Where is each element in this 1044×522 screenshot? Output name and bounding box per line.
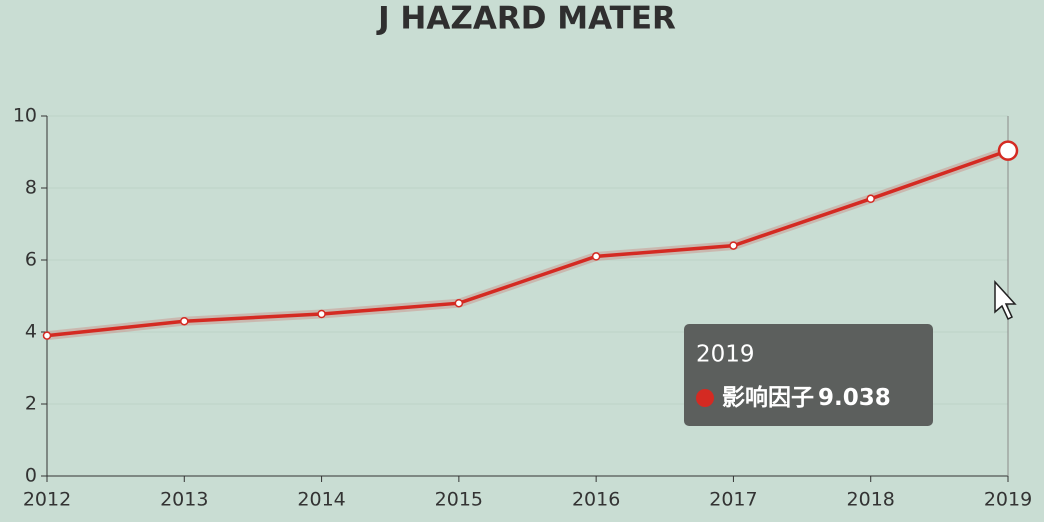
point [729, 241, 738, 250]
plot [42, 140, 1019, 341]
x-tick-label: 2019 [984, 489, 1032, 511]
point [42, 331, 52, 340]
y-tick-label: 0 [25, 465, 37, 487]
tooltip-label: 影响因子9.038 [722, 385, 891, 411]
point [317, 309, 326, 319]
cursor [994, 280, 1017, 321]
x-tick-label: 2016 [572, 489, 620, 511]
y-tick-label: 6 [25, 249, 37, 271]
y-tick-label: 10 [13, 105, 37, 127]
x-tick-label: 2018 [847, 489, 895, 511]
chart-title: J HAZARD MATER [376, 1, 676, 37]
tooltip-marker [696, 389, 714, 407]
tooltip: 2019 影响因子9.038 [684, 324, 933, 426]
tooltip-series: 影响因子 [722, 385, 814, 411]
point [866, 194, 875, 204]
tooltip-value: 9.038 [818, 385, 891, 411]
series-line [46, 148, 1009, 338]
x-tick-label: 2014 [297, 489, 345, 511]
y-tick-label: 4 [25, 321, 37, 343]
x-tick-label: 2012 [23, 489, 71, 511]
point [591, 252, 601, 261]
tooltip-box [684, 324, 933, 426]
tooltip-title: 2019 [696, 342, 755, 368]
x-tick-label: 2017 [709, 489, 757, 511]
point [180, 316, 189, 326]
point [454, 298, 464, 308]
x-tick-label: 2013 [160, 489, 208, 511]
y-tick-label: 8 [25, 177, 37, 199]
point [997, 140, 1019, 161]
y-tick-label: 2 [25, 393, 37, 415]
x-tick-label: 2015 [435, 489, 483, 511]
